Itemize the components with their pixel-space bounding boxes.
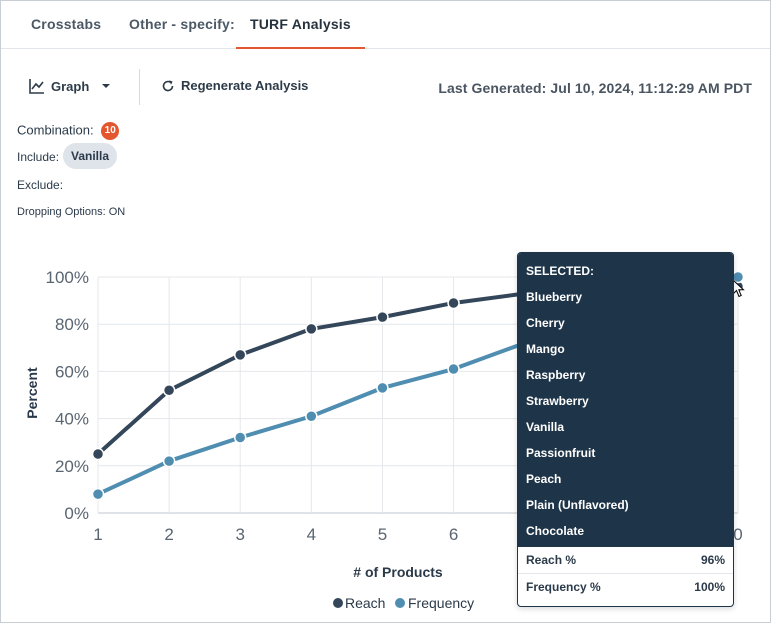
reach-point[interactable] [305,322,318,336]
tooltip-frequency-value: 100% [694,580,725,594]
graph-label: Graph [51,78,90,94]
selection-tooltip: SELECTED: Blueberry Cherry Mango Raspber… [517,252,734,607]
tooltip-item: Cherry [526,316,565,330]
refresh-icon [162,79,174,91]
graph-view-dropdown[interactable]: Graph [29,78,111,94]
tooltip-item: Chocolate [526,524,585,538]
dropping-options-status: Dropping Options: ON [17,206,126,218]
combination-label: Combination: [17,122,94,138]
regenerate-analysis-button[interactable]: Regenerate Analysis [161,78,308,93]
tooltip-frequency-row: Frequency % 100% [518,574,733,600]
y-tick-label: 60% [55,362,89,381]
tooltip-frequency-label: Frequency % [526,580,601,594]
tab-bar: Crosstabs Other - specify: TURF Analysis [1,1,770,49]
reach-point[interactable] [91,447,105,461]
reach-point[interactable] [233,348,247,362]
y-tick-label: 100% [46,268,89,287]
combination-row: Combination: 10 [17,122,120,140]
x-axis-label: # of Products [353,564,443,580]
y-tick-label: 40% [55,410,89,429]
tooltip-reach-label: Reach % [526,553,577,567]
last-generated-timestamp: Last Generated: Jul 10, 2024, 11:12:29 A… [438,80,752,96]
mouse-cursor-icon [732,279,745,298]
frequency-point[interactable] [305,409,318,423]
tooltip-reach-value: 96% [700,553,725,567]
tab-other-specify[interactable]: Other - specify: [129,16,235,32]
tooltip-selected-list: SELECTED: Blueberry Cherry Mango Raspber… [518,253,733,547]
frequency-point[interactable] [233,431,247,444]
tooltip-item: Vanilla [526,420,565,434]
tooltip-item: Mango [526,342,565,356]
y-tick-label: 80% [55,315,89,334]
toolbar-divider [139,69,140,105]
x-tick-label: 5 [378,525,387,544]
x-tick-label: 2 [164,525,173,544]
tooltip-item: Plain (Unflavored) [526,498,629,512]
tooltip-item: Raspberry [526,368,586,382]
y-axis-label: Percent [24,367,40,419]
x-axis-ticks: 1 2 3 4 5 6 0 [93,525,742,544]
combination-count-badge: 10 [101,122,120,140]
x-tick-label: 1 [93,525,102,544]
chart-legend: Reach Frequency [333,595,474,611]
legend-frequency-label[interactable]: Frequency [408,595,474,611]
line-chart-icon [29,79,44,94]
include-chip-vanilla[interactable]: Vanilla [63,143,118,169]
reach-point[interactable] [376,310,389,324]
x-tick-label: 3 [235,525,244,544]
y-axis-ticks: 0% 20% 40% 60% 80% 100% [46,268,89,523]
x-tick-label: 4 [307,525,316,544]
tooltip-item: Blueberry [526,290,583,304]
tooltip-header: SELECTED: [526,264,595,278]
tooltip-item: Strawberry [526,394,589,408]
reach-point[interactable] [447,296,460,310]
tooltip-item: Peach [526,472,562,486]
tooltip-reach-row: Reach % 96% [518,547,733,573]
frequency-point[interactable] [162,454,176,468]
frequency-point[interactable] [91,487,105,501]
caret-down-icon [102,84,111,88]
tab-crosstabs[interactable]: Crosstabs [31,16,102,32]
legend-reach-label[interactable]: Reach [345,595,385,611]
x-tick-label: 6 [449,525,458,544]
include-label: Include: [17,150,60,164]
x-tick-label: 0 [733,525,742,544]
y-tick-label: 20% [55,457,89,476]
regenerate-label: Regenerate Analysis [181,78,309,93]
legend-reach-marker [333,598,343,608]
exclude-label: Exclude: [17,178,64,192]
y-tick-label: 0% [64,504,89,523]
tab-turf-analysis[interactable]: TURF Analysis [236,1,365,49]
legend-frequency-marker [395,598,405,608]
tooltip-divider [518,573,733,574]
tooltip-item: Passionfruit [526,446,596,460]
frequency-point[interactable] [447,362,460,376]
reach-point[interactable] [162,384,176,397]
frequency-point[interactable] [376,381,389,395]
